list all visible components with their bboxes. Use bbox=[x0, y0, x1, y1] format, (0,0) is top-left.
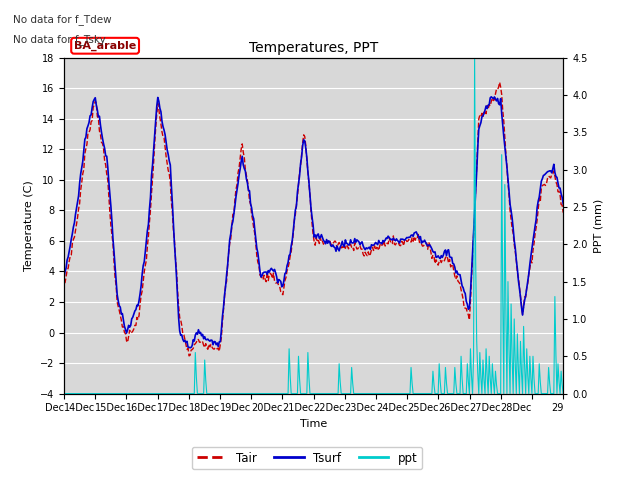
Title: Temperatures, PPT: Temperatures, PPT bbox=[249, 41, 378, 55]
Text: No data for f_Tdew: No data for f_Tdew bbox=[13, 14, 111, 25]
Y-axis label: PPT (mm): PPT (mm) bbox=[593, 198, 604, 253]
Text: BA_arable: BA_arable bbox=[74, 41, 136, 51]
Y-axis label: Temperature (C): Temperature (C) bbox=[24, 180, 35, 271]
Legend: Tair, Tsurf, ppt: Tair, Tsurf, ppt bbox=[192, 447, 422, 469]
Text: No data for f_Tsky: No data for f_Tsky bbox=[13, 34, 106, 45]
X-axis label: Time: Time bbox=[300, 419, 327, 429]
